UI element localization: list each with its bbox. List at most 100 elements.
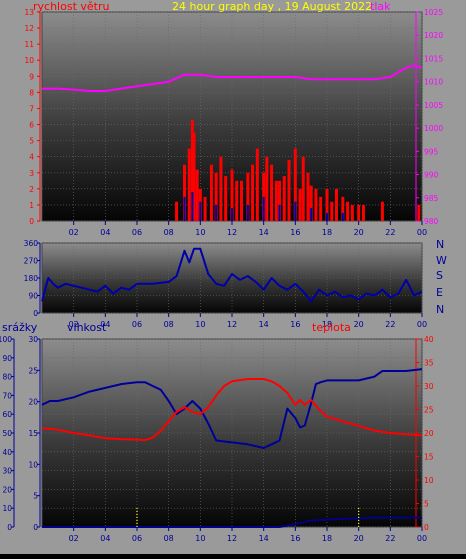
- pressure-axis-tick-label: 985: [424, 194, 439, 203]
- rain-axis-tick-label: 30: [2, 467, 12, 476]
- humidity-axis-tick-label: 15: [28, 429, 38, 438]
- x-tick-label: 20: [354, 228, 364, 237]
- pressure-axis-tick-label: 995: [424, 147, 439, 156]
- wind-direction-axis-tick-label: 180: [24, 274, 39, 283]
- x-tick-label: 18: [322, 534, 332, 543]
- rain-axis-tick-label: 20: [2, 485, 12, 494]
- x-tick-label: 10: [195, 228, 205, 237]
- rain-line: [42, 516, 422, 528]
- wind-direction-axis-tick-label: 270: [24, 257, 39, 266]
- x-tick-label: 12: [227, 320, 237, 329]
- humidity-axis-tick-label: 10: [28, 460, 38, 469]
- temperature-axis-tick-label: 20: [424, 429, 434, 438]
- x-tick-label: 20: [354, 320, 364, 329]
- rain-axis-tick-label: 60: [2, 410, 12, 419]
- x-tick-label: 04: [100, 228, 110, 237]
- wind-direction-axis-tick-label: 0: [33, 309, 38, 318]
- humidity-axis-tick-label: 30: [28, 335, 38, 344]
- wind-speed-axis-tick-label: 1: [29, 201, 34, 210]
- wind-speed-axis-tick-label: 0: [29, 217, 34, 226]
- x-tick-label: 00: [417, 534, 427, 543]
- x-tick-label: 02: [69, 534, 79, 543]
- wind-speed-axis-tick-label: 4: [29, 153, 34, 162]
- compass-label: N: [436, 303, 444, 316]
- wind-speed-axis-tick-label: 6: [29, 121, 34, 130]
- temperature-line: [41, 378, 423, 442]
- rain-axis-label: srážky: [2, 321, 38, 334]
- rain-axis-tick-label: 90: [2, 354, 12, 363]
- temperature-axis-tick-label: 5: [424, 500, 429, 509]
- wind-direction-axis-tick-label: 90: [28, 292, 38, 301]
- wind-speed-axis-tick-label: 7: [29, 104, 34, 113]
- wind-speed-axis-tick-label: 5: [29, 137, 34, 146]
- x-tick-label: 18: [322, 320, 332, 329]
- rain-axis-tick-label: 0: [7, 523, 12, 532]
- wind-speed-axis-tick-label: 12: [24, 24, 34, 33]
- x-tick-label: 22: [385, 320, 395, 329]
- chart-title: 24 hour graph day , 19 August 2022: [172, 0, 372, 13]
- rain-axis-tick-label: 80: [2, 373, 12, 382]
- pressure-axis-tick-label: 1000: [424, 124, 443, 133]
- wind-direction-line: [41, 247, 423, 303]
- x-tick-label: 06: [132, 534, 142, 543]
- x-tick-label: 14: [259, 320, 269, 329]
- rain-axis-tick-label: 10: [2, 504, 12, 513]
- pressure-axis-tick-label: 990: [424, 171, 439, 180]
- pressure-label: tlak: [370, 0, 391, 13]
- compass-label: S: [436, 269, 443, 282]
- pressure-axis-tick-label: 1005: [424, 101, 443, 110]
- x-tick-label: 08: [164, 534, 174, 543]
- x-tick-label: 04: [100, 320, 110, 329]
- compass-label: W: [436, 254, 447, 267]
- temperature-axis-tick-label: 30: [424, 382, 434, 391]
- compass-label: N: [436, 238, 444, 251]
- x-tick-label: 16: [290, 228, 300, 237]
- wind-speed-axis-tick-label: 2: [29, 185, 34, 194]
- humidity-line: [41, 368, 423, 449]
- humidity-axis-label: vlhkost: [67, 321, 107, 334]
- pressure-axis-tick-label: 1015: [424, 54, 443, 63]
- x-tick-label: 22: [385, 228, 395, 237]
- x-tick-label: 12: [227, 228, 237, 237]
- temperature-axis-tick-label: 35: [424, 359, 434, 368]
- x-tick-label: 02: [69, 320, 79, 329]
- pressure-axis-tick-label: 1010: [424, 78, 443, 87]
- x-tick-label: 08: [164, 228, 174, 237]
- wind-speed-label: rychlost větru: [33, 0, 109, 13]
- temperature-axis-tick-label: 40: [424, 335, 434, 344]
- pressure-axis-tick-label: 1020: [424, 31, 443, 40]
- x-tick-label: 14: [259, 228, 269, 237]
- wind-direction-axis-tick-label: 360: [24, 239, 39, 248]
- x-tick-label: 18: [322, 228, 332, 237]
- pressure-axis-tick-label: 980: [424, 217, 439, 226]
- rain-axis-tick-label: 40: [2, 448, 12, 457]
- x-tick-label: 16: [290, 534, 300, 543]
- rain-axis-tick-label: 100: [0, 335, 12, 344]
- pressure-line: [42, 64, 423, 92]
- x-tick-label: 16: [290, 320, 300, 329]
- temperature-axis-tick-label: 25: [424, 406, 434, 415]
- x-tick-label: 22: [385, 534, 395, 543]
- x-tick-label: 02: [69, 228, 79, 237]
- humidity-axis-tick-label: 5: [33, 492, 38, 501]
- x-tick-label: 00: [417, 320, 427, 329]
- x-tick-label: 00: [417, 228, 427, 237]
- temperature-axis-tick-label: 0: [424, 523, 429, 532]
- rain-axis-tick-label: 50: [2, 429, 12, 438]
- temperature-axis-tick-label: 15: [424, 453, 434, 462]
- wind-speed-axis-tick-label: 11: [24, 40, 34, 49]
- series-layer: [41, 64, 423, 528]
- pressure-axis-tick-label: 1025: [424, 8, 443, 17]
- x-tick-label: 10: [195, 320, 205, 329]
- wind-speed-axis-tick-label: 8: [29, 88, 34, 97]
- temperature-axis-label: teplota: [312, 321, 351, 334]
- x-tick-label: 10: [195, 534, 205, 543]
- x-tick-label: 06: [132, 320, 142, 329]
- x-tick-label: 12: [227, 534, 237, 543]
- x-tick-label: 20: [354, 534, 364, 543]
- axis-layer: 02 04 06 08 10 12 14 16 18 20 22 000123456789101112…: [0, 8, 443, 543]
- x-tick-label: 04: [100, 534, 110, 543]
- temperature-axis-tick-label: 10: [424, 476, 434, 485]
